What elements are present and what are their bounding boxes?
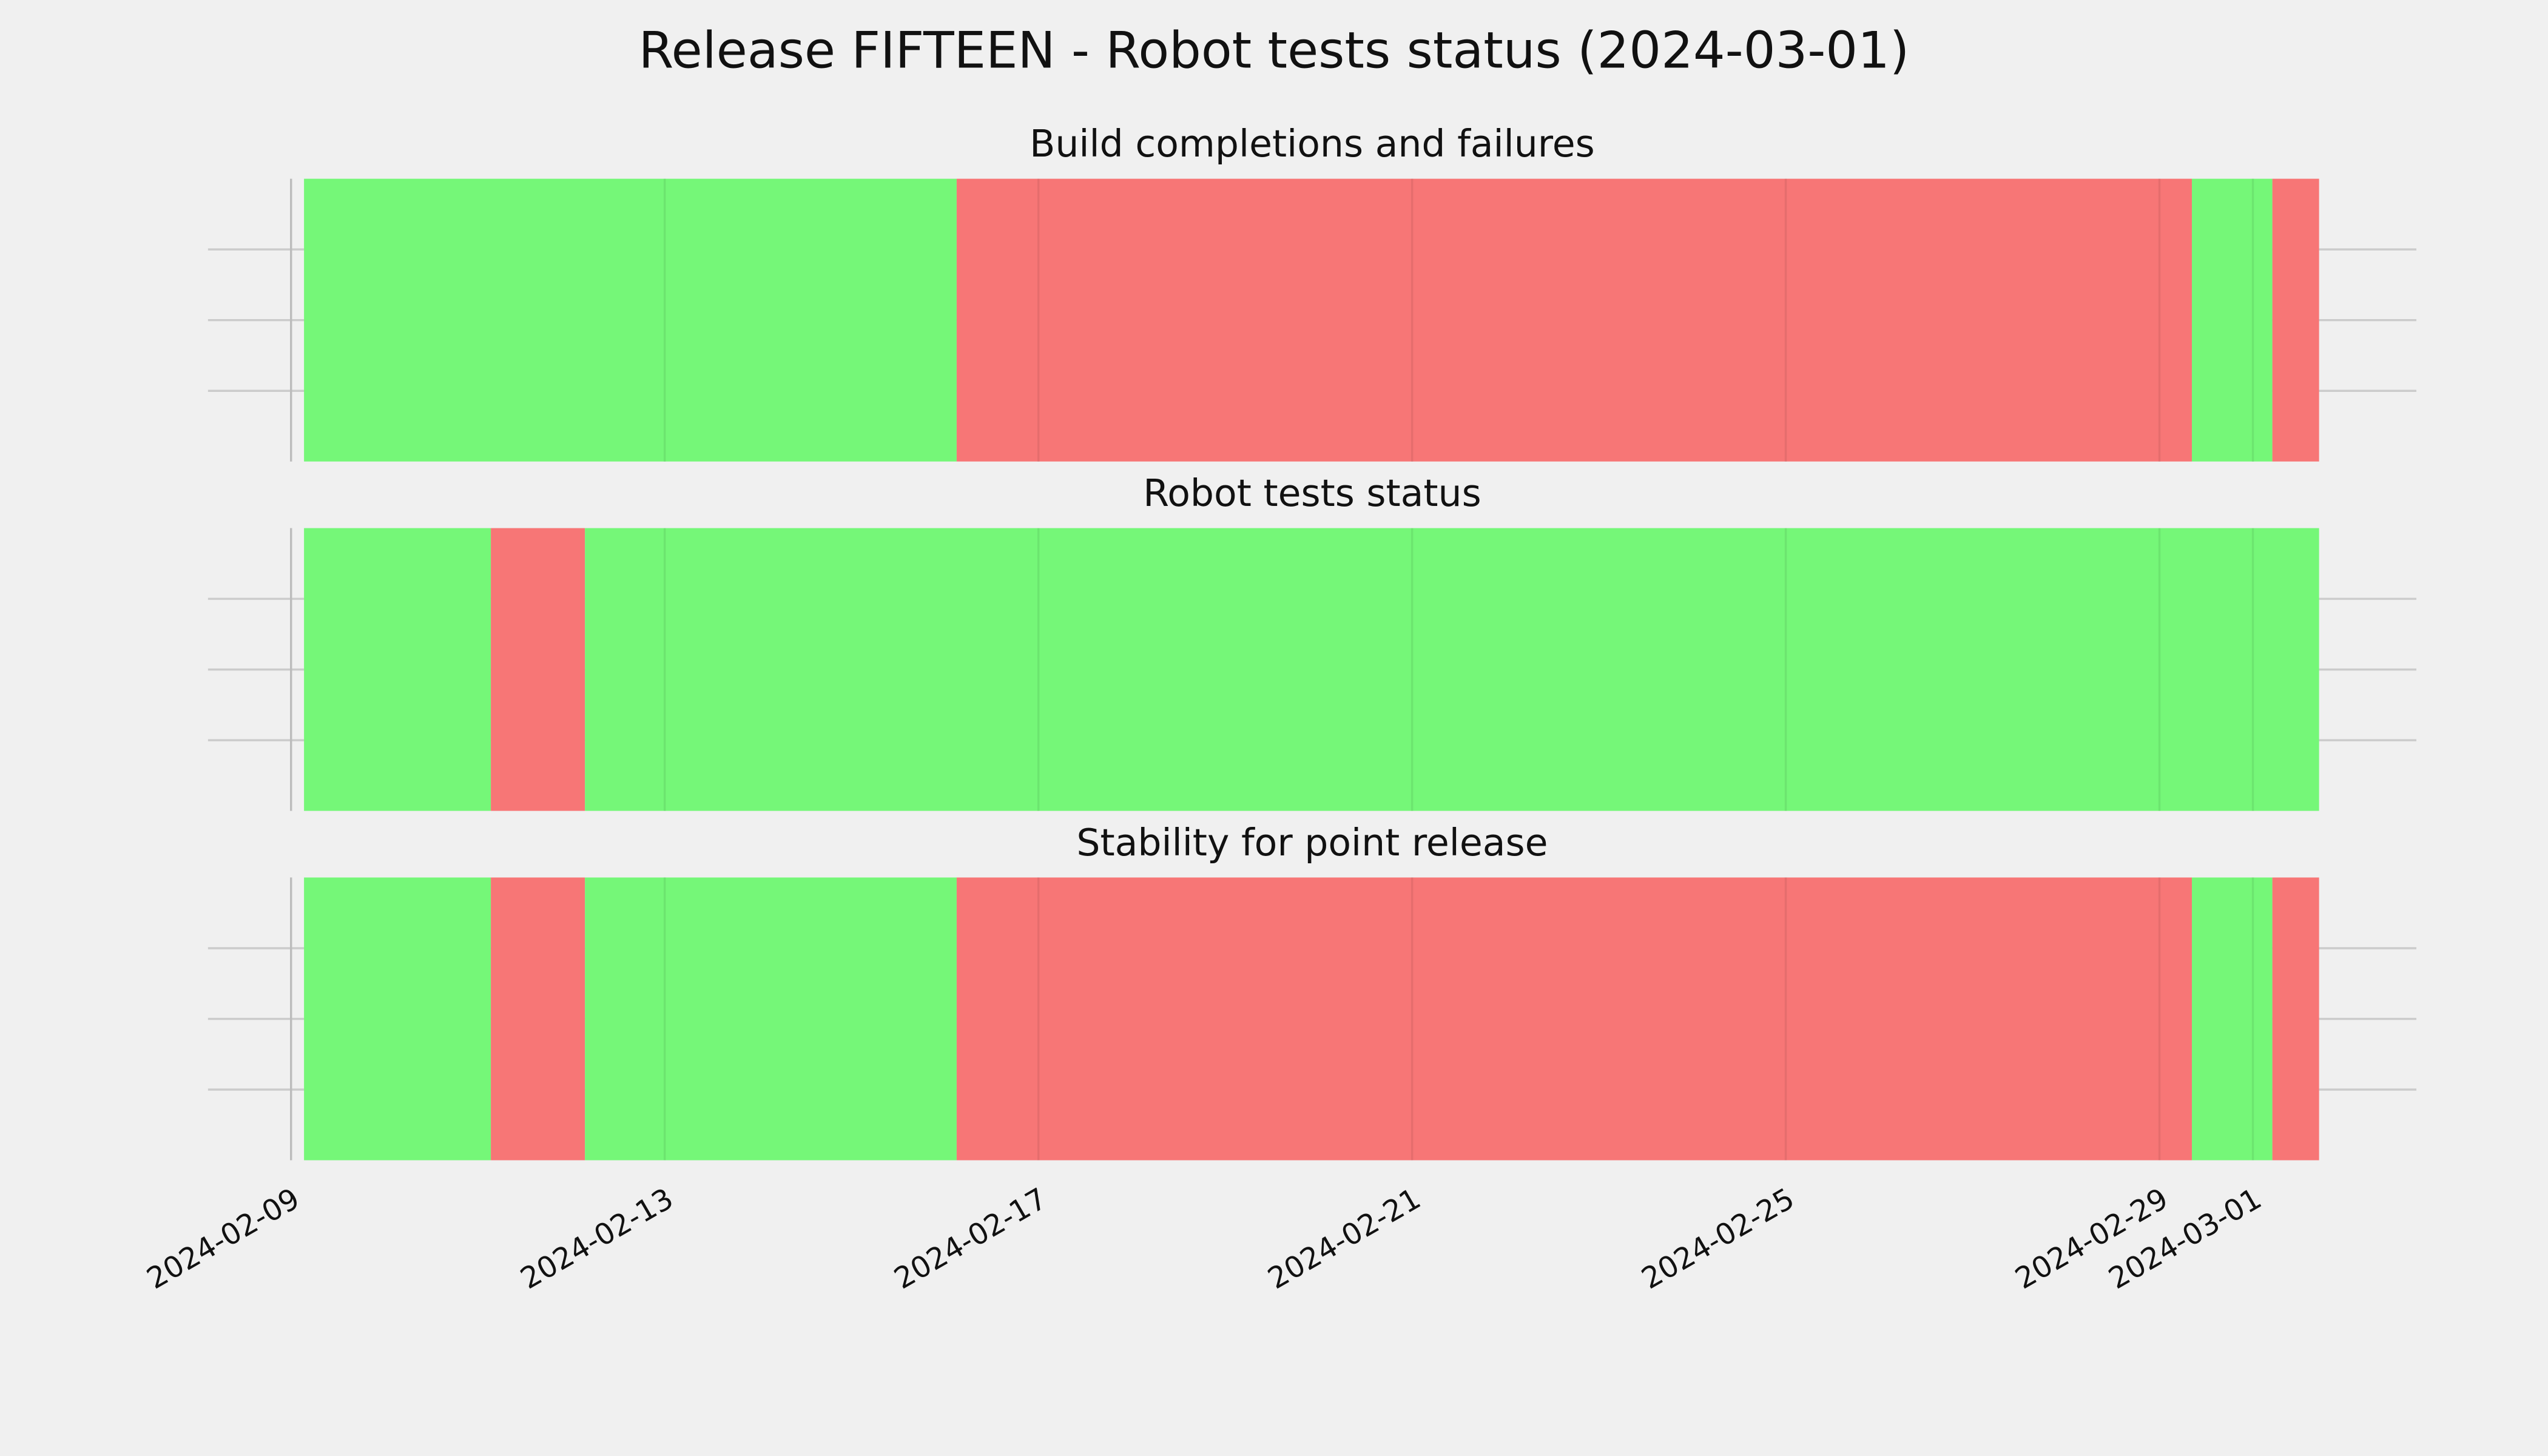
status-span	[2272, 877, 2319, 1161]
status-span	[956, 877, 2192, 1161]
subplot-title: Stability for point release	[1076, 821, 1548, 864]
subplot-title: Robot tests status	[1143, 471, 1481, 515]
status-span	[585, 528, 2319, 811]
status-span	[585, 877, 957, 1161]
status-span	[2192, 877, 2273, 1161]
figure-title: Release FIFTEEN - Robot tests status (20…	[639, 21, 1910, 79]
status-span	[956, 178, 2192, 462]
status-span	[304, 877, 491, 1161]
status-span	[304, 528, 491, 811]
status-span	[491, 877, 585, 1161]
status-span	[491, 528, 585, 811]
status-span	[304, 178, 957, 462]
subplot-title: Build completions and failures	[1030, 122, 1595, 166]
status-span	[2272, 178, 2319, 462]
status-span	[2192, 178, 2273, 462]
